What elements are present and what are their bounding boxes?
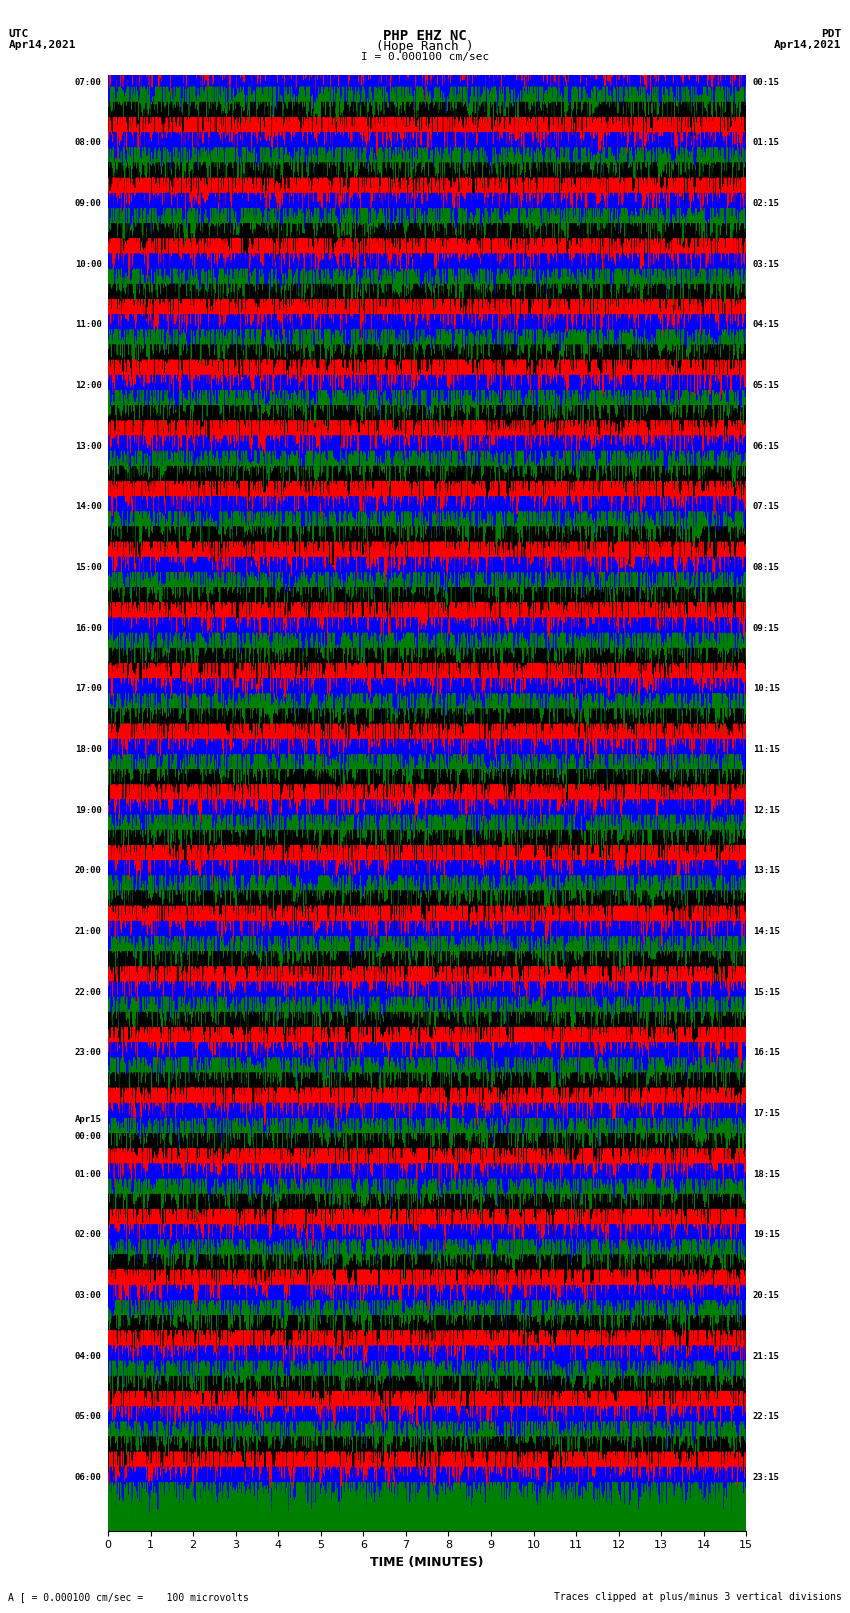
Text: 18:15: 18:15: [752, 1169, 779, 1179]
Text: 14:15: 14:15: [752, 927, 779, 936]
Text: A [ = 0.000100 cm/sec =    100 microvolts: A [ = 0.000100 cm/sec = 100 microvolts: [8, 1592, 249, 1602]
Text: PHP EHZ NC: PHP EHZ NC: [383, 29, 467, 44]
Text: 15:15: 15:15: [752, 987, 779, 997]
Text: 23:15: 23:15: [752, 1473, 779, 1482]
Text: 15:00: 15:00: [75, 563, 102, 573]
Text: 07:00: 07:00: [75, 77, 102, 87]
Text: Apr15: Apr15: [75, 1115, 102, 1124]
Text: 19:15: 19:15: [752, 1231, 779, 1239]
Text: Traces clipped at plus/minus 3 vertical divisions: Traces clipped at plus/minus 3 vertical …: [553, 1592, 842, 1602]
Text: 09:00: 09:00: [75, 198, 102, 208]
Text: 04:15: 04:15: [752, 321, 779, 329]
Text: UTC: UTC: [8, 29, 29, 39]
Text: 22:15: 22:15: [752, 1413, 779, 1421]
Text: 12:00: 12:00: [75, 381, 102, 390]
Text: 19:00: 19:00: [75, 806, 102, 815]
Text: 16:15: 16:15: [752, 1048, 779, 1058]
Text: 09:15: 09:15: [752, 624, 779, 632]
X-axis label: TIME (MINUTES): TIME (MINUTES): [371, 1557, 484, 1569]
Text: 22:00: 22:00: [75, 987, 102, 997]
Text: 11:15: 11:15: [752, 745, 779, 753]
Text: 02:00: 02:00: [75, 1231, 102, 1239]
Text: 17:00: 17:00: [75, 684, 102, 694]
Text: 13:00: 13:00: [75, 442, 102, 450]
Text: 01:15: 01:15: [752, 139, 779, 147]
Text: 00:00: 00:00: [75, 1132, 102, 1140]
Text: 20:15: 20:15: [752, 1290, 779, 1300]
Text: Apr14,2021: Apr14,2021: [774, 40, 842, 50]
Text: I = 0.000100 cm/sec: I = 0.000100 cm/sec: [361, 52, 489, 61]
Text: 00:15: 00:15: [752, 77, 779, 87]
Text: 14:00: 14:00: [75, 502, 102, 511]
Text: 06:00: 06:00: [75, 1473, 102, 1482]
Text: 02:15: 02:15: [752, 198, 779, 208]
Text: 16:00: 16:00: [75, 624, 102, 632]
Text: 07:15: 07:15: [752, 502, 779, 511]
Text: PDT: PDT: [821, 29, 842, 39]
Text: 10:00: 10:00: [75, 260, 102, 269]
Text: 01:00: 01:00: [75, 1169, 102, 1179]
Text: 11:00: 11:00: [75, 321, 102, 329]
Text: 06:15: 06:15: [752, 442, 779, 450]
Text: 21:15: 21:15: [752, 1352, 779, 1361]
Text: 12:15: 12:15: [752, 806, 779, 815]
Text: 18:00: 18:00: [75, 745, 102, 753]
Text: 10:15: 10:15: [752, 684, 779, 694]
Text: 08:15: 08:15: [752, 563, 779, 573]
Text: 20:00: 20:00: [75, 866, 102, 876]
Text: 08:00: 08:00: [75, 139, 102, 147]
Text: 04:00: 04:00: [75, 1352, 102, 1361]
Text: 05:00: 05:00: [75, 1413, 102, 1421]
Text: 03:15: 03:15: [752, 260, 779, 269]
Text: 05:15: 05:15: [752, 381, 779, 390]
Text: 17:15: 17:15: [752, 1110, 779, 1118]
Text: 13:15: 13:15: [752, 866, 779, 876]
Text: (Hope Ranch ): (Hope Ranch ): [377, 40, 473, 53]
Text: 03:00: 03:00: [75, 1290, 102, 1300]
Text: 21:00: 21:00: [75, 927, 102, 936]
Text: 23:00: 23:00: [75, 1048, 102, 1058]
Text: Apr14,2021: Apr14,2021: [8, 40, 76, 50]
